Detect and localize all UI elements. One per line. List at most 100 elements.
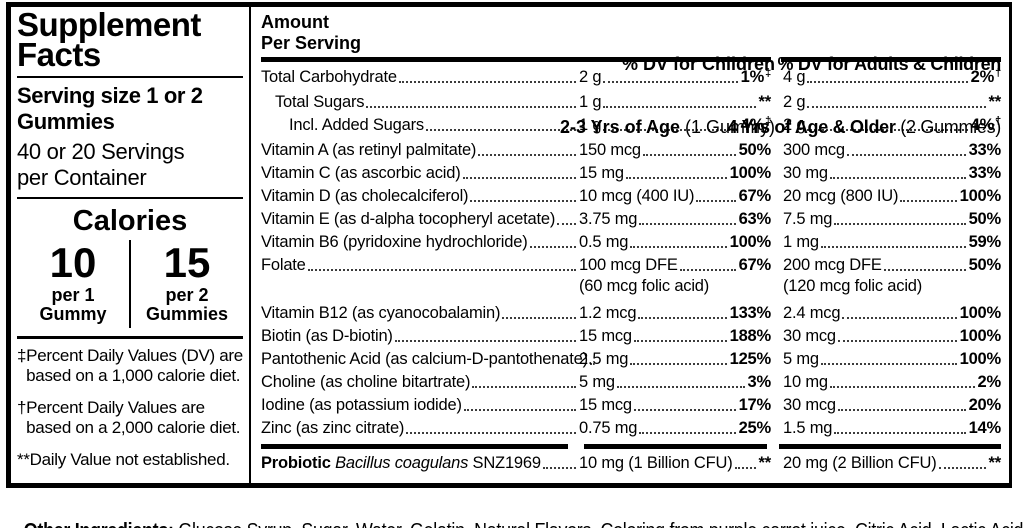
nutrient-name: Choline (as choline bitartrate) xyxy=(261,371,579,394)
dotted-leader xyxy=(630,348,727,365)
dotted-leader xyxy=(807,66,968,83)
section-separator-bar xyxy=(261,444,1001,449)
amount-value: 2.4 mcg xyxy=(783,304,841,322)
dotted-leader xyxy=(470,185,576,202)
daily-value-percent: ** xyxy=(988,93,1002,111)
dotted-leader xyxy=(529,231,576,248)
table-rows: Total Carbohydrate 2 g 1%‡ 4 g 2%† Total Suga… xyxy=(261,66,1001,483)
dotted-leader xyxy=(734,452,756,469)
children-dv-cell: 1 g ** xyxy=(579,91,771,114)
adults-dv-cell: 300 mcg 33% xyxy=(783,139,1001,162)
dotted-leader xyxy=(829,371,975,388)
daily-value-percent: 50% xyxy=(968,210,1002,228)
amount-value: 5 mg xyxy=(783,350,819,368)
daily-value-percent: 1%‡ xyxy=(740,67,772,86)
servings-per-container: 40 or 20 Servings per Container xyxy=(17,139,185,190)
daily-value-percent: 17% xyxy=(738,396,772,414)
amount-value: 2 g xyxy=(783,116,806,134)
children-dv-cell: 15 mcg 17% xyxy=(579,394,771,417)
dotted-leader xyxy=(938,452,986,469)
nutrient-name: Vitamin B6 (pyridoxine hydrochloride) xyxy=(261,231,579,254)
children-dv-cell: 3.75 mg 63% xyxy=(579,208,771,231)
footnote-children-dv: ‡ Percent Daily Values (DV) are based on … xyxy=(17,346,243,385)
adults-dv-cell: 10 mg 2% xyxy=(783,371,1001,394)
daily-value-percent: 33% xyxy=(968,141,1002,159)
children-dv-cell: 2.5 mg 125% xyxy=(579,348,771,371)
column-header-children: % DV for Children 2-3 Yrs of Age (1 Gumm… xyxy=(560,12,775,180)
calories-heading: Calories xyxy=(72,205,188,237)
other-ingredients: Other Ingredients: Glucose Syrup, Sugar,… xyxy=(5,495,1024,528)
children-dv-cell: 2 g 1%‡ xyxy=(579,66,771,91)
children-dv-cell: 15 mg 100% xyxy=(579,162,771,185)
daily-value-percent: 67% xyxy=(738,256,772,274)
panel-title: Supplement Facts xyxy=(17,6,201,73)
dotted-leader xyxy=(425,114,576,131)
dotted-leader xyxy=(696,185,736,202)
table-row: Pantothenic Acid (as calcium-D-pantothen… xyxy=(261,348,1001,371)
table-row: Probiotic Bacillus coagulans SNZ1969 10 m… xyxy=(261,452,1001,475)
daily-value-percent: 2%† xyxy=(970,67,1002,86)
dotted-leader xyxy=(394,325,576,342)
adults-dv-cell: 1 mg 59% xyxy=(783,231,1001,254)
table-row: Folate 100 mcg DFE 67% (60 mcg folic acid) 2… xyxy=(261,254,1001,297)
amount-value: 15 mcg xyxy=(579,396,632,414)
amount-subtext: (120 mcg folic acid) xyxy=(783,277,923,295)
dotted-leader xyxy=(883,254,966,271)
daily-value-percent: 50% xyxy=(968,256,1002,274)
amount-value: 20 mg (2 Billion CFU) xyxy=(783,454,937,472)
table-header: Amount Per Serving % DV for Children 2-3… xyxy=(261,10,1001,137)
footnote-reference: † xyxy=(995,67,1001,79)
dotted-leader xyxy=(398,66,576,83)
amount-value: 3.75 mg xyxy=(579,210,638,228)
children-dv-cell: 10 mcg (400 IU) 67% xyxy=(579,185,771,208)
children-dv-cell: 10 mg (1 Billion CFU) ** xyxy=(579,452,771,475)
nutrient-name: Vitamin D (as cholecalciferol) xyxy=(261,185,579,208)
dotted-leader xyxy=(616,371,745,388)
nutrient-table: Amount Per Serving % DV for Children 2-3… xyxy=(251,7,1009,483)
daily-value-percent: 2% xyxy=(977,373,1002,391)
daily-value-percent: 20% xyxy=(968,396,1002,414)
amount-value: 1.5 mg xyxy=(783,419,833,437)
nutrient-name: Vitamin C (as ascorbic acid) xyxy=(261,162,579,185)
dotted-leader xyxy=(834,417,966,434)
table-row: Vitamin B12 (as cyanocobalamin) 1.2 mcg 13… xyxy=(261,302,1001,325)
daily-value-percent: 67% xyxy=(738,187,772,205)
nutrient-name: Vitamin B12 (as cyanocobalamin) xyxy=(261,302,579,325)
nutrient-name: Total Carbohydrate xyxy=(261,66,579,91)
daily-value-percent: 100% xyxy=(959,187,1002,205)
daily-value-percent: 100% xyxy=(959,304,1002,322)
amount-value: 20 mcg (800 IU) xyxy=(783,187,899,205)
dotted-leader xyxy=(502,302,576,319)
daily-value-percent: 3% xyxy=(747,373,772,391)
column-header-amount: Amount Per Serving xyxy=(261,12,362,53)
table-row: Vitamin C (as ascorbic acid) 15 mg 100% 30 … xyxy=(261,162,1001,185)
dotted-leader xyxy=(829,162,966,179)
amount-value: 2 g xyxy=(579,68,602,86)
nutrient-name: Zinc (as zinc citrate) xyxy=(261,417,579,440)
dotted-leader xyxy=(603,114,738,131)
footnote-reference: ‡ xyxy=(765,115,771,127)
nutrient-name: Iodine (as potassium iodide) xyxy=(261,394,579,417)
children-dv-cell: 5 mg 3% xyxy=(579,371,771,394)
children-header-line2: 2-3 Yrs of Age (1 Gummy) xyxy=(559,117,775,137)
dotted-leader xyxy=(807,114,968,131)
adults-dv-cell: 30 mcg 100% xyxy=(783,325,1001,348)
amount-value: 1 mg xyxy=(783,233,819,251)
dotted-leader xyxy=(837,325,957,342)
adults-dv-cell: 200 mcg DFE 50% (120 mcg folic acid) xyxy=(783,254,1001,297)
footnote-dv-not-established: ** Daily Value not established. xyxy=(17,450,230,469)
amount-value: 7.5 mg xyxy=(783,210,833,228)
amount-value: 30 mcg xyxy=(783,396,836,414)
amount-value: 4 g xyxy=(783,68,806,86)
nutrient-name: Pantothenic Acid (as calcium-D-pantothen… xyxy=(261,348,595,371)
daily-value-percent: 25% xyxy=(738,419,772,437)
daily-value-percent: ** xyxy=(758,454,772,472)
dotted-leader xyxy=(406,417,576,434)
adults-dv-cell: 30 mg 33% xyxy=(783,162,1001,185)
dotted-leader xyxy=(472,371,576,388)
adults-header-line2: 4 Yrs of Age & Older (2 Gummies) xyxy=(727,117,1002,137)
calories-per-two-gummies: 15 per 2 Gummies xyxy=(129,240,243,328)
nutrient-name: Probiotic Bacillus coagulans SNZ1969 xyxy=(261,452,579,475)
dotted-leader xyxy=(846,139,966,156)
